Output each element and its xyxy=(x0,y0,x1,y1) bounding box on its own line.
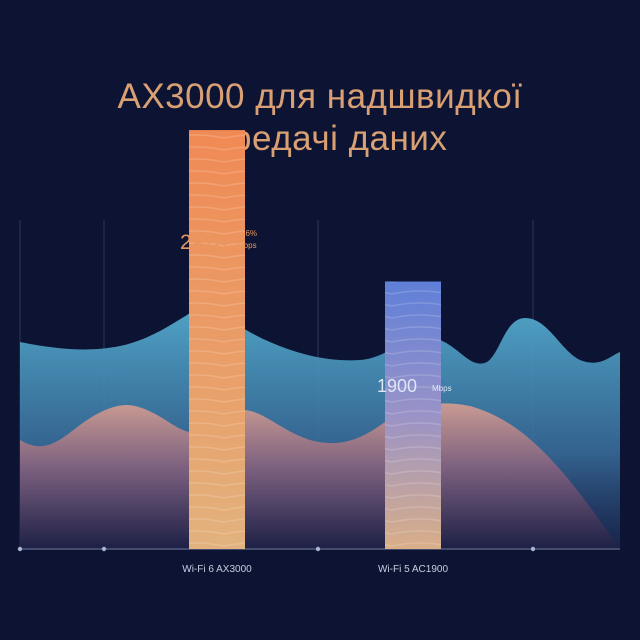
unit-label-wifi5: Mbps xyxy=(432,384,452,393)
axis-dot xyxy=(101,546,107,552)
axis-dot xyxy=(530,546,536,552)
value-label-wifi6: 2976 xyxy=(180,231,227,254)
category-label: Wi-Fi 6 AX3000 xyxy=(182,564,252,575)
axis-dots xyxy=(17,546,536,552)
delta-label: ↑56% xyxy=(237,229,257,238)
unit-label-wifi6: Mbps xyxy=(237,241,257,250)
wave-bottom xyxy=(20,403,620,550)
axis-dot xyxy=(315,546,321,552)
page-title: AX3000 для надшвидкої передачі даних xyxy=(0,76,640,160)
axis-dot xyxy=(17,546,23,552)
value-label-wifi5: 1900 xyxy=(377,376,417,396)
category-label: Wi-Fi 5 AC1900 xyxy=(378,564,448,575)
bar-texture xyxy=(385,281,441,549)
bar-texture xyxy=(189,130,245,549)
title-line-1: AX3000 для надшвидкої xyxy=(117,77,523,116)
